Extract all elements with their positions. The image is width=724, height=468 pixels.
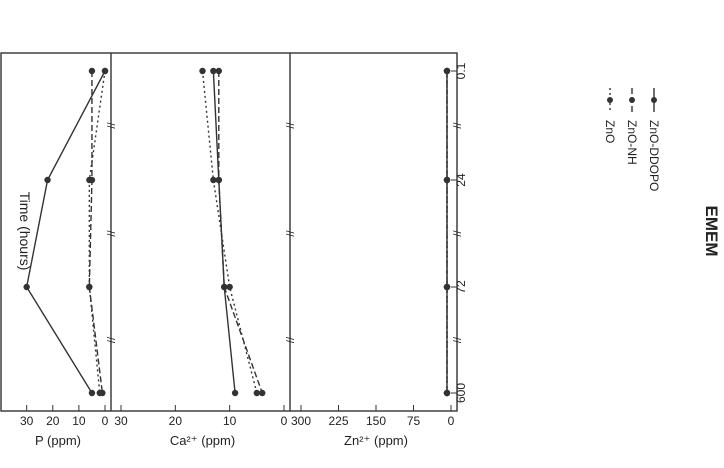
legend-marker bbox=[651, 97, 657, 103]
data-point bbox=[210, 68, 216, 74]
axis-break-mark: // bbox=[452, 230, 464, 237]
data-point bbox=[89, 390, 95, 396]
axis-break-mark: // bbox=[285, 336, 297, 343]
data-point bbox=[102, 68, 108, 74]
data-point bbox=[444, 68, 450, 74]
y-tick-label: 300 bbox=[291, 414, 311, 428]
data-point bbox=[23, 284, 29, 290]
panel-ylabel: Zn²⁺ (ppm) bbox=[344, 433, 408, 448]
series-line bbox=[27, 71, 105, 393]
data-point bbox=[221, 284, 227, 290]
legend-label: ZnO-DDOPO bbox=[647, 120, 661, 191]
axis-break-mark: // bbox=[285, 230, 297, 237]
legend-marker bbox=[629, 97, 635, 103]
data-point bbox=[89, 68, 95, 74]
data-point bbox=[232, 390, 238, 396]
y-tick-label: 30 bbox=[114, 414, 128, 428]
y-tick-label: 20 bbox=[46, 414, 60, 428]
data-point bbox=[444, 177, 450, 183]
y-tick-label: 225 bbox=[328, 414, 348, 428]
data-point bbox=[199, 68, 205, 74]
y-tick-label: 150 bbox=[366, 414, 386, 428]
axis-break-mark: // bbox=[106, 122, 118, 129]
y-tick-label: 0 bbox=[102, 414, 109, 428]
chart-title: EMEM bbox=[702, 206, 721, 257]
legend-marker bbox=[607, 97, 613, 103]
data-point bbox=[444, 390, 450, 396]
axis-break-mark: // bbox=[452, 122, 464, 129]
axis-break-mark: // bbox=[106, 336, 118, 343]
data-point bbox=[86, 284, 92, 290]
panel-ylabel: Ca²⁺ (ppm) bbox=[170, 433, 235, 448]
data-point bbox=[99, 390, 105, 396]
y-tick-label: 0 bbox=[281, 414, 288, 428]
x-tick-label: 600 bbox=[454, 383, 468, 403]
data-point bbox=[216, 177, 222, 183]
series-line bbox=[213, 71, 235, 393]
legend: ZnO ZnO-NH ZnO-DDOPO bbox=[603, 88, 661, 191]
y-tick-label: 30 bbox=[20, 414, 34, 428]
series-line bbox=[219, 71, 262, 393]
y-tick-label: 75 bbox=[407, 414, 421, 428]
data-point bbox=[444, 284, 450, 290]
data-point bbox=[259, 390, 265, 396]
axis-break-mark: // bbox=[452, 336, 464, 343]
x-tick-label: 72 bbox=[454, 280, 468, 294]
axis-break-mark: // bbox=[285, 122, 297, 129]
legend-label: ZnO-NH bbox=[625, 120, 639, 165]
x-tick-label: 0.1 bbox=[454, 62, 468, 79]
y-tick-label: 20 bbox=[169, 414, 183, 428]
rotated-figure: 075150225300Zn²⁺ (ppm)0102030Ca²⁺ (ppm)0… bbox=[1, 53, 468, 448]
series-line bbox=[89, 71, 102, 393]
data-point bbox=[89, 177, 95, 183]
legend-label: ZnO bbox=[603, 120, 617, 143]
y-tick-label: 10 bbox=[72, 414, 86, 428]
x-axis-label: Time (hours) bbox=[17, 192, 33, 271]
y-tick-label: 10 bbox=[223, 414, 237, 428]
axis-break-mark: // bbox=[106, 230, 118, 237]
data-point bbox=[44, 177, 50, 183]
y-tick-label: 0 bbox=[448, 414, 455, 428]
panel-ylabel: P (ppm) bbox=[35, 433, 81, 448]
x-tick-label: 24 bbox=[454, 173, 468, 187]
